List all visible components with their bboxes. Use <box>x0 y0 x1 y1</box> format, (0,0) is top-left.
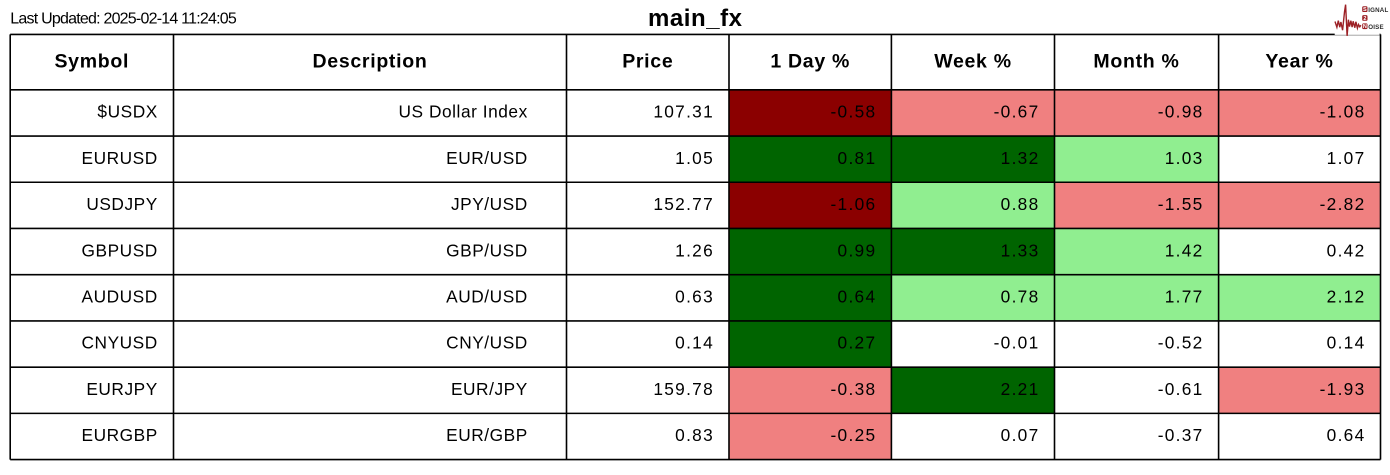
svg-text:IGNAL: IGNAL <box>1368 7 1388 14</box>
svg-text:0.99: 0.99 <box>838 240 877 260</box>
svg-text:-0.25: -0.25 <box>831 425 877 445</box>
svg-text:0.64: 0.64 <box>838 287 877 307</box>
svg-text:OISE: OISE <box>1368 24 1384 31</box>
svg-text:Year %: Year % <box>1265 50 1333 72</box>
svg-text:159.78: 159.78 <box>653 379 714 399</box>
svg-text:1 Day %: 1 Day % <box>770 50 850 72</box>
svg-text:1.26: 1.26 <box>675 240 714 260</box>
svg-text:-2.82: -2.82 <box>1320 194 1366 214</box>
svg-text:0.64: 0.64 <box>1327 425 1366 445</box>
svg-text:1.32: 1.32 <box>1001 148 1040 168</box>
svg-text:0.63: 0.63 <box>675 287 714 307</box>
svg-text:-0.37: -0.37 <box>1158 425 1204 445</box>
svg-text:AUDUSD: AUDUSD <box>82 287 158 307</box>
svg-text:2.12: 2.12 <box>1327 287 1366 307</box>
svg-text:0.14: 0.14 <box>675 333 714 353</box>
svg-text:-0.67: -0.67 <box>994 102 1040 122</box>
svg-text:-0.98: -0.98 <box>1158 102 1204 122</box>
svg-text:CNY/USD: CNY/USD <box>446 333 528 353</box>
svg-text:0.78: 0.78 <box>1001 287 1040 307</box>
svg-text:Week %: Week % <box>934 50 1012 72</box>
svg-text:-1.55: -1.55 <box>1158 194 1204 214</box>
svg-text:S: S <box>1363 7 1367 13</box>
svg-text:Symbol: Symbol <box>54 50 129 72</box>
svg-text:main_fx: main_fx <box>648 5 743 32</box>
svg-text:N: N <box>1363 24 1367 30</box>
svg-text:107.31: 107.31 <box>653 102 714 122</box>
svg-text:EURUSD: EURUSD <box>82 148 158 168</box>
svg-text:1.42: 1.42 <box>1165 240 1204 260</box>
svg-text:GBPUSD: GBPUSD <box>82 240 158 260</box>
svg-text:-0.61: -0.61 <box>1158 379 1204 399</box>
svg-text:Month %: Month % <box>1093 50 1179 72</box>
svg-text:1.03: 1.03 <box>1165 148 1204 168</box>
svg-text:0.81: 0.81 <box>838 148 877 168</box>
svg-text:2: 2 <box>1363 16 1366 22</box>
svg-text:0.42: 0.42 <box>1327 240 1366 260</box>
svg-text:-0.38: -0.38 <box>831 379 877 399</box>
svg-text:Price: Price <box>622 50 673 72</box>
svg-text:-1.93: -1.93 <box>1320 379 1366 399</box>
svg-text:CNYUSD: CNYUSD <box>82 333 158 353</box>
svg-text:US Dollar Index: US Dollar Index <box>399 102 528 122</box>
svg-text:0.88: 0.88 <box>1001 194 1040 214</box>
svg-text:EUR/JPY: EUR/JPY <box>451 379 528 399</box>
svg-text:Last Updated: 2025-02-14 11:24: Last Updated: 2025-02-14 11:24:05 <box>10 11 237 28</box>
svg-text:0.14: 0.14 <box>1327 333 1366 353</box>
svg-text:1.33: 1.33 <box>1001 240 1040 260</box>
svg-text:EURGBP: EURGBP <box>82 425 158 445</box>
svg-text:USDJPY: USDJPY <box>86 194 157 214</box>
svg-text:GBP/USD: GBP/USD <box>446 240 528 260</box>
svg-text:-0.58: -0.58 <box>831 102 877 122</box>
svg-text:0.27: 0.27 <box>838 333 877 353</box>
svg-text:-1.06: -1.06 <box>831 194 877 214</box>
svg-text:2.21: 2.21 <box>1001 379 1040 399</box>
svg-text:AUD/USD: AUD/USD <box>446 287 528 307</box>
svg-text:0.07: 0.07 <box>1001 425 1040 445</box>
svg-text:JPY/USD: JPY/USD <box>451 194 528 214</box>
svg-text:Description: Description <box>313 50 428 72</box>
svg-text:EUR/GBP: EUR/GBP <box>446 425 528 445</box>
svg-text:0.83: 0.83 <box>675 425 714 445</box>
svg-text:EUR/USD: EUR/USD <box>446 148 528 168</box>
svg-text:-0.52: -0.52 <box>1158 333 1204 353</box>
svg-text:1.05: 1.05 <box>675 148 714 168</box>
svg-text:-1.08: -1.08 <box>1320 102 1366 122</box>
svg-text:1.77: 1.77 <box>1165 287 1204 307</box>
svg-text:1.07: 1.07 <box>1327 148 1366 168</box>
svg-text:-0.01: -0.01 <box>994 333 1040 353</box>
svg-text:152.77: 152.77 <box>653 194 714 214</box>
svg-text:EURJPY: EURJPY <box>86 379 157 399</box>
svg-text:$USDX: $USDX <box>97 102 157 122</box>
